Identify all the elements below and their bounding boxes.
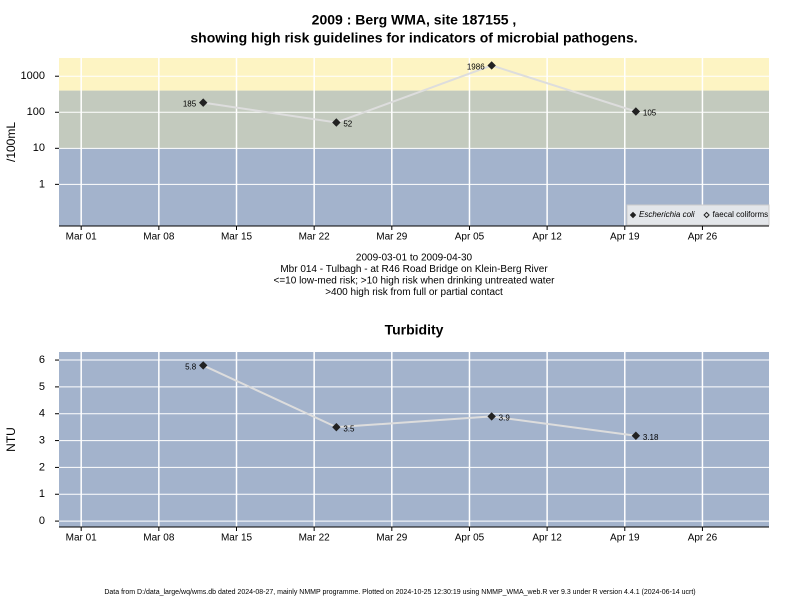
legend-label: faecal coliforms [713, 210, 769, 219]
value-label: 52 [343, 120, 352, 129]
data-point [487, 412, 496, 421]
legend-marker [703, 211, 710, 219]
legend-marker [629, 211, 637, 219]
data-point [332, 118, 341, 127]
x-tick-label: Mar 29 [376, 232, 408, 243]
data-point [631, 431, 641, 440]
chart-title: showing high risk guidelines for indicat… [190, 30, 637, 46]
footer: Data from D:/data_large/wq/wms.db dated … [104, 589, 695, 596]
value-label: 105 [643, 109, 657, 118]
x-tick-label: Apr 12 [532, 232, 562, 243]
note: 2009-03-01 to 2009-04-30 [356, 253, 473, 264]
risk-band [59, 352, 769, 527]
x-tick-label: Apr 05 [455, 533, 485, 544]
data-point [199, 361, 208, 370]
y-tick-label: 10 [33, 142, 45, 154]
series-line [203, 64, 637, 124]
x-tick-label: Apr 12 [532, 533, 562, 544]
chart-title: Turbidity [385, 322, 444, 338]
x-tick-label: Mar 15 [221, 232, 253, 243]
x-tick-label: Mar 08 [143, 232, 175, 243]
x-tick-label: Mar 22 [299, 533, 331, 544]
x-tick-label: Apr 26 [688, 232, 718, 243]
data-point [332, 422, 341, 432]
data-point [631, 107, 641, 116]
value-label: 185 [183, 100, 197, 109]
note: >400 high risk from full or partial cont… [325, 287, 503, 298]
y-tick-label: 1 [39, 178, 45, 190]
y-tick-label: 1 [39, 488, 45, 500]
legend [626, 204, 770, 226]
y-tick-label: 1000 [21, 70, 45, 82]
x-tick-label: Apr 05 [455, 232, 485, 243]
x-tick-label: Apr 19 [610, 533, 640, 544]
x-tick-label: Mar 01 [66, 533, 98, 544]
legend-label: Escherichia coli [639, 210, 695, 219]
y-tick-label: 3 [39, 434, 45, 446]
risk-band [59, 90, 769, 149]
value-label: 3.18 [643, 433, 659, 442]
x-tick-label: Mar 01 [66, 232, 98, 243]
y-axis-label: /100mL [4, 122, 18, 162]
y-tick-label: 6 [39, 354, 45, 366]
value-label: 1986 [467, 63, 485, 72]
series-line [202, 364, 637, 437]
value-label: 3.5 [343, 424, 355, 433]
x-tick-label: Mar 15 [221, 533, 253, 544]
note: <=10 low-med risk; >10 high risk when dr… [274, 276, 556, 287]
note: Mbr 014 - Tulbagh - at R46 Road Bridge o… [280, 264, 548, 275]
x-tick-label: Apr 26 [688, 533, 718, 544]
chart-title: 2009 : Berg WMA, site 187155 , [312, 12, 517, 28]
y-tick-label: 0 [39, 515, 45, 527]
data-point [199, 98, 208, 107]
value-label: 3.9 [499, 414, 511, 423]
x-tick-label: Mar 08 [143, 533, 175, 544]
x-tick-label: Mar 22 [299, 232, 331, 243]
x-tick-label: Apr 19 [610, 232, 640, 243]
risk-band [59, 58, 769, 91]
data-point [487, 61, 496, 70]
x-tick-label: Mar 29 [376, 533, 408, 544]
y-tick-label: 2 [39, 461, 45, 473]
y-tick-label: 100 [27, 106, 45, 118]
y-axis-label: NTU [4, 427, 18, 452]
y-tick-label: 4 [39, 408, 45, 420]
value-label: 5.8 [185, 363, 197, 372]
y-tick-label: 5 [39, 381, 45, 393]
